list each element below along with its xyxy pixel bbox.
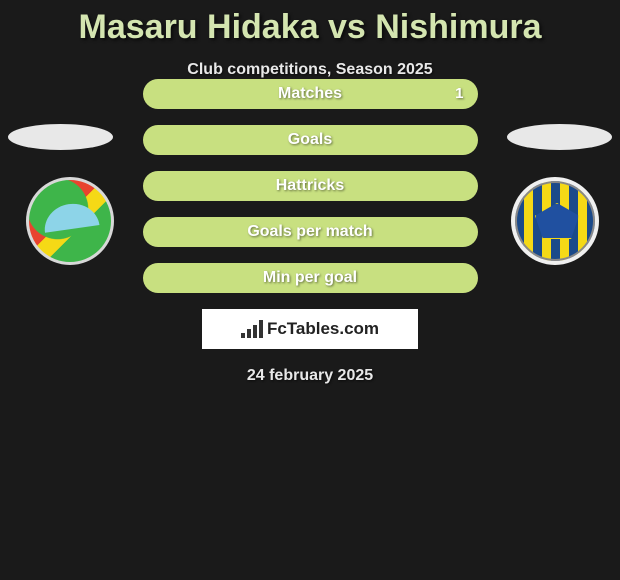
stat-label: Min per goal	[143, 263, 478, 293]
stat-row-matches: Matches 1	[143, 79, 478, 109]
player-right-oval	[507, 124, 612, 150]
stat-label: Goals per match	[143, 217, 478, 247]
stat-label: Goals	[143, 125, 478, 155]
stat-row-goals-per-match: Goals per match	[143, 217, 478, 247]
stat-label: Matches	[143, 79, 478, 109]
stat-value-right: 1	[455, 79, 463, 109]
stat-label: Hattricks	[143, 171, 478, 201]
subtitle: Club competitions, Season 2025	[0, 61, 620, 79]
watermark-box: FcTables.com	[202, 309, 418, 349]
page-title: Masaru Hidaka vs Nishimura	[0, 0, 620, 47]
team-badge-right	[511, 177, 599, 265]
player-left-oval	[8, 124, 113, 150]
date-label: 24 february 2025	[0, 367, 620, 385]
stat-row-goals: Goals	[143, 125, 478, 155]
stat-row-hattricks: Hattricks	[143, 171, 478, 201]
watermark-bars-icon	[241, 320, 263, 338]
watermark-text: FcTables.com	[267, 319, 379, 339]
team-badge-left	[26, 177, 114, 265]
stat-row-min-per-goal: Min per goal	[143, 263, 478, 293]
